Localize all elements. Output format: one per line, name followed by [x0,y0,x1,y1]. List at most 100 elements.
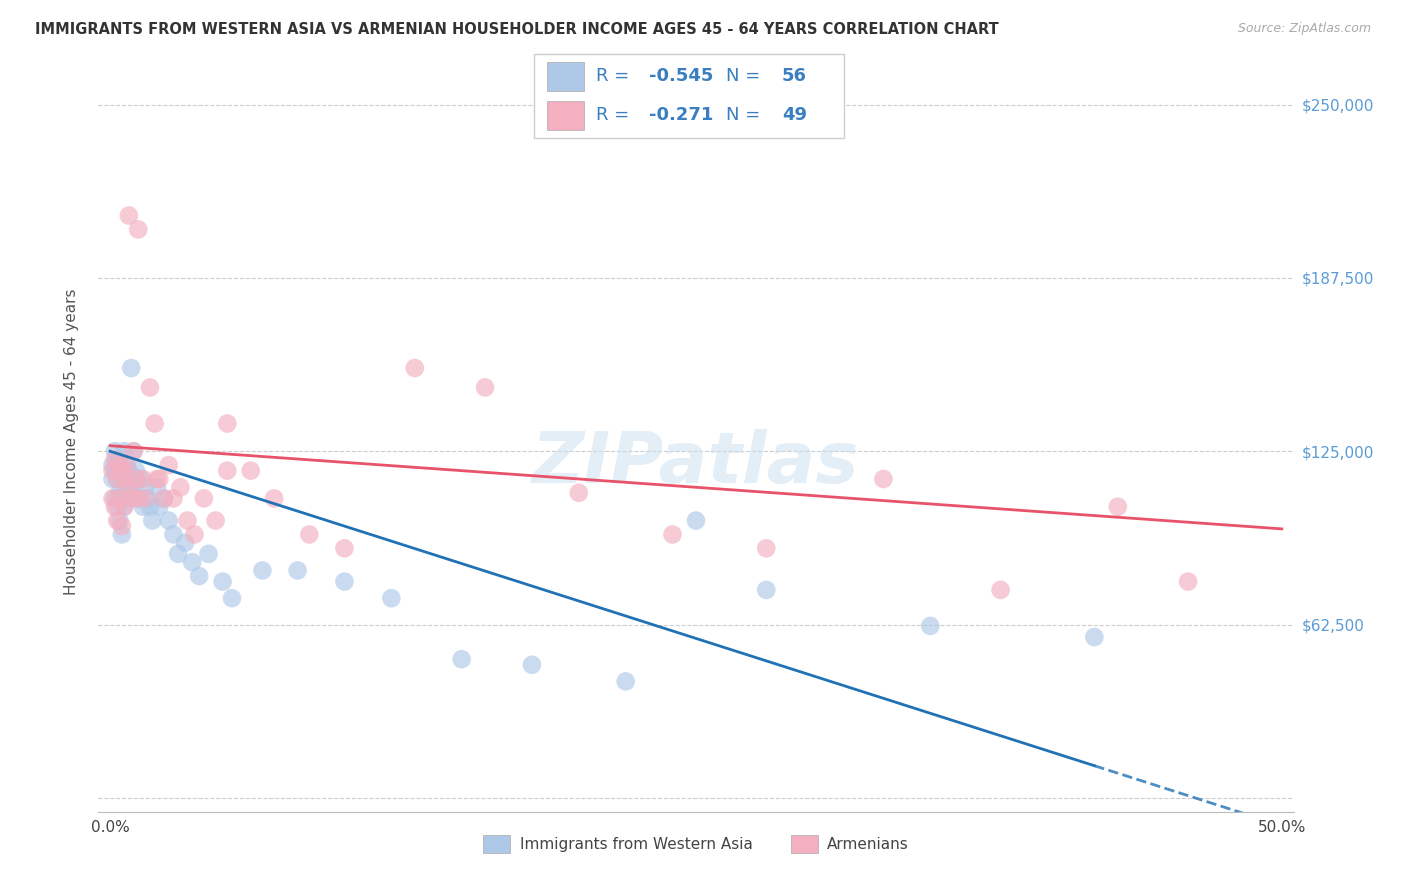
Point [143,417,166,431]
Point [197,547,219,561]
Point [108,514,131,528]
Point [101,464,124,478]
Legend: Immigrants from Western Asia, Armenians: Immigrants from Western Asia, Armenians [477,829,915,860]
Bar [547,101,583,130]
Text: -0.271: -0.271 [648,106,713,124]
Point [115,458,138,472]
Point [404,361,426,376]
Point [685,514,707,528]
Point [122,444,145,458]
Point [104,444,127,458]
Point [104,452,127,467]
Point [146,480,169,494]
Point [125,472,148,486]
Point [181,555,204,569]
Point [111,464,134,478]
Point [157,514,180,528]
Point [108,486,131,500]
Point [217,464,239,478]
FancyBboxPatch shape [534,54,844,138]
Text: 49: 49 [782,106,807,124]
Point [111,464,134,478]
Point [115,458,138,472]
Point [148,500,170,514]
Point [263,491,285,506]
Point [112,500,135,514]
Point [193,491,215,506]
Point [211,574,233,589]
Point [661,527,683,541]
Point [134,480,156,494]
Point [1177,574,1199,589]
Point [450,652,472,666]
Point [755,541,778,556]
Point [104,464,127,478]
Point [148,472,170,486]
Point [153,491,176,506]
Point [174,535,197,549]
Point [120,491,142,506]
Point [132,472,155,486]
Point [380,591,402,606]
Point [139,380,162,394]
Point [287,564,309,578]
Point [111,491,134,506]
Point [157,458,180,472]
Point [111,519,134,533]
Point [872,472,894,486]
Point [162,527,184,541]
Point [333,541,356,556]
Point [176,514,198,528]
Point [125,464,148,478]
Point [474,380,496,394]
Point [101,491,124,506]
Point [520,657,543,672]
Point [146,472,169,486]
Point [112,444,135,458]
Point [755,582,778,597]
Point [568,486,591,500]
Point [141,514,163,528]
Point [105,452,128,467]
Point [112,472,135,486]
Point [112,472,135,486]
Point [118,209,141,223]
Point [120,361,142,376]
Point [167,547,190,561]
Point [183,527,205,541]
Point [101,458,124,472]
Point [239,464,262,478]
Point [252,564,274,578]
Point [120,472,142,486]
Point [108,491,131,506]
Point [153,491,176,506]
Point [118,491,141,506]
Point [139,500,162,514]
Point [127,491,149,506]
Point [132,500,155,514]
Point [134,491,156,506]
Point [614,674,637,689]
Point [127,491,149,506]
Point [122,444,145,458]
Text: Source: ZipAtlas.com: Source: ZipAtlas.com [1237,22,1371,36]
Point [115,480,138,494]
Point [112,500,135,514]
Point [217,417,239,431]
Point [333,574,356,589]
Point [104,491,127,506]
Point [118,480,141,494]
Point [1107,500,1129,514]
Y-axis label: Householder Income Ages 45 - 64 years: Householder Income Ages 45 - 64 years [65,288,79,595]
Point [105,514,128,528]
Point [108,458,131,472]
Point [204,514,226,528]
Point [136,491,159,506]
Point [122,486,145,500]
Point [118,464,141,478]
Text: ZIPatlas: ZIPatlas [533,429,859,499]
Point [169,480,191,494]
Point [127,222,149,236]
Text: IMMIGRANTS FROM WESTERN ASIA VS ARMENIAN HOUSEHOLDER INCOME AGES 45 - 64 YEARS C: IMMIGRANTS FROM WESTERN ASIA VS ARMENIAN… [35,22,998,37]
Text: N =: N = [725,68,766,86]
